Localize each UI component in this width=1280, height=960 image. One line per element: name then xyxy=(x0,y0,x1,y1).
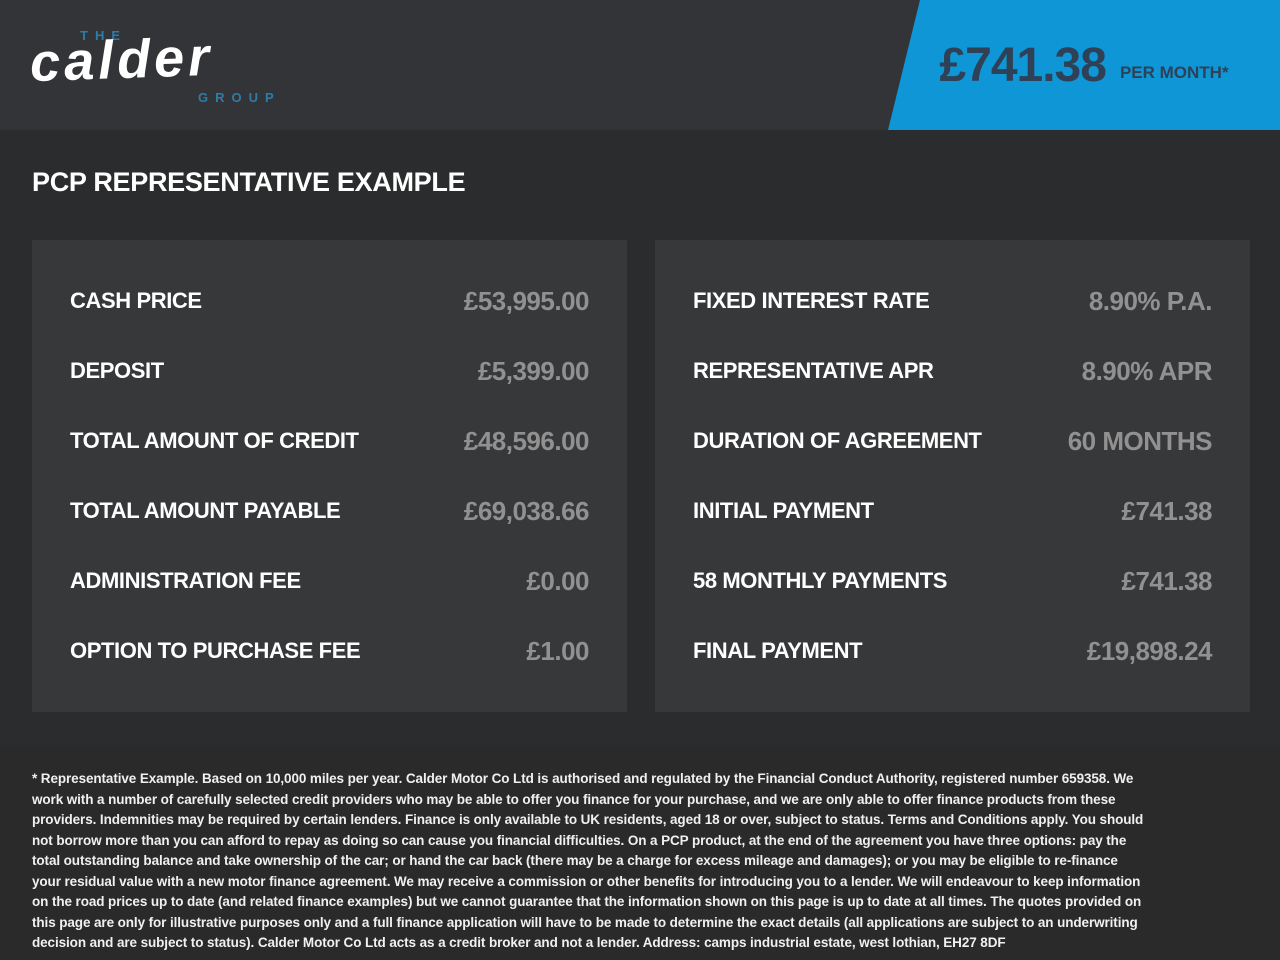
row-final-payment: FINAL PAYMENT £19,898.24 xyxy=(693,616,1213,686)
row-monthly-payments: 58 MONTHLY PAYMENTS £741.38 xyxy=(693,546,1213,616)
calder-group-logo: THE calder GROUP xyxy=(29,14,300,118)
row-administration-fee: ADMINISTRATION FEE £0.00 xyxy=(70,546,589,616)
row-label: CASH PRICE xyxy=(70,288,202,313)
row-value: £741.38 xyxy=(1121,495,1213,526)
row-value: 8.90% APR xyxy=(1081,355,1213,386)
row-deposit: DEPOSIT £5,399.00 xyxy=(70,336,590,406)
row-label: INITIAL PAYMENT xyxy=(693,498,874,523)
row-value: 60 MONTHS xyxy=(1067,425,1213,456)
row-total-amount-of-credit: TOTAL AMOUNT OF CREDIT £48,596.00 xyxy=(70,406,590,476)
finance-panel-right: FIXED INTEREST RATE 8.90% P.A. REPRESENT… xyxy=(655,240,1250,712)
row-label: DEPOSIT xyxy=(70,358,164,383)
row-value: £48,596.00 xyxy=(463,425,590,456)
row-label: FINAL PAYMENT xyxy=(693,638,863,663)
row-value: £53,995.00 xyxy=(463,285,590,316)
logo-the-text: THE xyxy=(80,28,127,43)
row-option-to-purchase-fee: OPTION TO PURCHASE FEE £1.00 xyxy=(70,616,589,686)
row-cash-price: CASH PRICE £53,995.00 xyxy=(70,266,590,336)
logo-group-text: GROUP xyxy=(198,90,281,105)
monthly-price-period: PER MONTH* xyxy=(1119,63,1229,82)
page-title: PCP REPRESENTATIVE EXAMPLE xyxy=(32,167,466,197)
row-value: £1.00 xyxy=(526,635,589,666)
legal-footer: * Representative Example. Based on 10,00… xyxy=(0,745,1280,960)
row-label: ADMINISTRATION FEE xyxy=(70,568,301,593)
row-value: £741.38 xyxy=(1121,565,1213,596)
row-duration-of-agreement: DURATION OF AGREEMENT 60 MONTHS xyxy=(693,406,1213,476)
row-fixed-interest-rate: FIXED INTEREST RATE 8.90% P.A. xyxy=(693,266,1213,336)
logo-calder-text: calder xyxy=(29,26,215,94)
monthly-price-banner: £741.38 PER MONTH* xyxy=(888,0,1280,130)
row-value: £19,898.24 xyxy=(1086,635,1213,666)
row-total-amount-payable: TOTAL AMOUNT PAYABLE £69,038.66 xyxy=(70,476,590,546)
row-representative-apr: REPRESENTATIVE APR 8.90% APR xyxy=(693,336,1213,406)
row-label: REPRESENTATIVE APR xyxy=(693,358,934,383)
monthly-price-amount: £741.38 xyxy=(939,38,1107,92)
row-label: 58 MONTHLY PAYMENTS xyxy=(693,568,948,593)
row-value: £0.00 xyxy=(526,565,589,596)
row-label: TOTAL AMOUNT PAYABLE xyxy=(70,498,341,523)
row-label: TOTAL AMOUNT OF CREDIT xyxy=(70,428,359,453)
row-value: £69,038.66 xyxy=(463,495,590,526)
row-value: £5,399.00 xyxy=(477,355,590,386)
row-value: 8.90% P.A. xyxy=(1088,285,1213,316)
row-initial-payment: INITIAL PAYMENT £741.38 xyxy=(693,476,1213,546)
legal-disclaimer-text: * Representative Example. Based on 10,00… xyxy=(32,771,1144,950)
row-label: FIXED INTEREST RATE xyxy=(693,288,930,313)
header-bar: THE calder GROUP £741.38 PER MONTH* xyxy=(0,0,1280,130)
row-label: DURATION OF AGREEMENT xyxy=(693,428,982,453)
row-label: OPTION TO PURCHASE FEE xyxy=(70,638,361,663)
finance-panel-left: CASH PRICE £53,995.00 DEPOSIT £5,399.00 … xyxy=(32,240,627,712)
